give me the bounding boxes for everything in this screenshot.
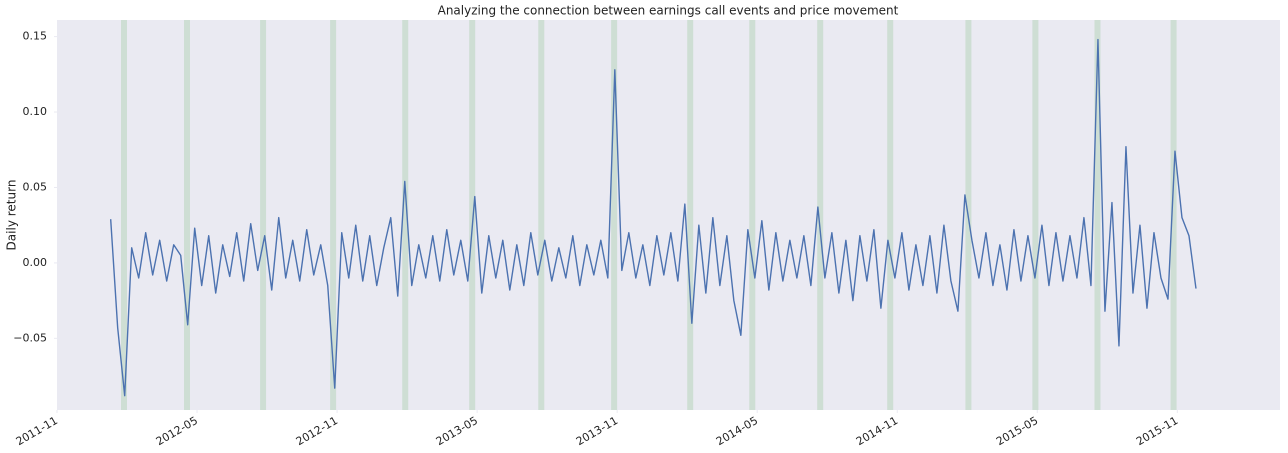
event-band	[469, 20, 476, 410]
chart-title: Analyzing the connection between earning…	[438, 4, 899, 18]
event-band	[184, 20, 191, 410]
y-axis-label: Daily return	[5, 180, 19, 251]
y-tick-label: 0.15	[23, 30, 48, 43]
event-band	[1094, 20, 1101, 410]
line	[109, 38, 1197, 397]
event-band	[887, 20, 894, 410]
event-band	[260, 20, 267, 410]
x-tick-label: 2012-05	[154, 414, 200, 448]
event-band	[330, 20, 337, 410]
x-tick-label: 2013-11	[574, 414, 620, 448]
event-band	[402, 20, 409, 410]
y-tick-label: 0.00	[23, 256, 48, 269]
event-band	[817, 20, 824, 410]
y-tick-label: 0.10	[23, 105, 48, 118]
x-tick-label: 2015-05	[994, 414, 1040, 448]
event-band	[538, 20, 545, 410]
event-band	[120, 20, 127, 410]
y-tick-label: 0.05	[23, 180, 48, 193]
x-tick-label: 2011-11	[14, 414, 60, 448]
x-tick-label: 2013-05	[434, 414, 480, 448]
x-tick-label: 2014-05	[714, 414, 760, 448]
y-tick-label: −0.05	[13, 331, 47, 344]
event-band	[749, 20, 756, 410]
event-band	[687, 20, 694, 410]
x-tick-label: 2014-11	[854, 414, 900, 448]
x-tick-label: 2015-11	[1134, 414, 1180, 448]
event-band	[1032, 20, 1039, 410]
event-band	[1170, 20, 1177, 410]
event-band	[611, 20, 618, 410]
x-tick-label: 2012-11	[294, 414, 340, 448]
